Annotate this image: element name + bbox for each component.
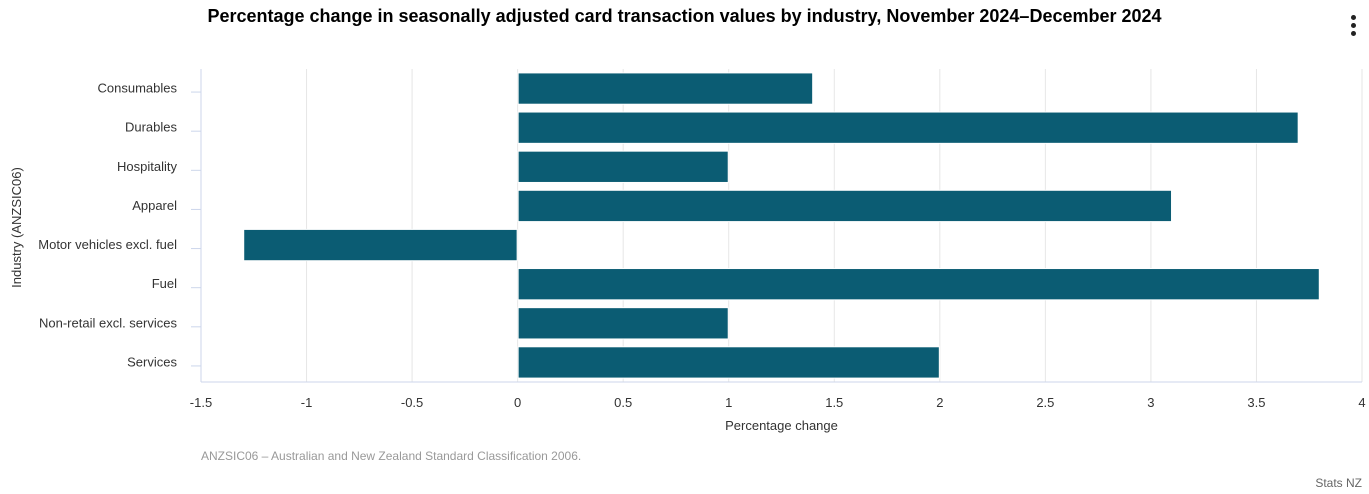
x-tick-label: 2: [936, 395, 943, 410]
y-tick-label: Motor vehicles excl. fuel: [38, 237, 177, 252]
x-tick-label: -0.5: [401, 395, 423, 410]
tick-labels: -1.5 -1 -0.5 0 0.5 1 1.5 2 2.5 3 3.5 4 Consumables Du…: [38, 81, 1365, 410]
y-tick-label: Hospitality: [117, 159, 177, 174]
x-tick-label: -1: [301, 395, 313, 410]
y-tick-label: Durables: [125, 120, 178, 135]
y-tick-label: Non-retail excl. services: [39, 315, 177, 330]
bar-non-retail-excl-services[interactable]: [517, 307, 729, 340]
bar-durables[interactable]: [517, 111, 1299, 144]
bar-fuel[interactable]: [517, 268, 1320, 301]
chart-credit[interactable]: Stats NZ: [1315, 476, 1362, 490]
axes: [191, 69, 1362, 383]
chart-menu-icon[interactable]: [1346, 12, 1362, 38]
bars: [243, 72, 1320, 379]
x-tick-label: 1.5: [825, 395, 843, 410]
bar-services[interactable]: [517, 346, 940, 379]
y-tick-label: Consumables: [98, 81, 178, 96]
y-axis-title: Industry (ANZSIC06): [9, 167, 24, 288]
x-tick-label: -1.5: [190, 395, 212, 410]
x-tick-label: 0: [514, 395, 521, 410]
bar-apparel[interactable]: [517, 189, 1173, 223]
x-tick-label: 4: [1358, 395, 1365, 410]
bar-motor-vehicles-excl-fuel[interactable]: [243, 228, 518, 262]
x-tick-label: 3: [1147, 395, 1154, 410]
x-axis-title: Percentage change: [725, 418, 838, 433]
y-tick-label: Services: [127, 354, 177, 369]
x-tick-label: 1: [725, 395, 732, 410]
chart-caption: ANZSIC06 – Australian and New Zealand St…: [201, 449, 582, 463]
x-tick-label: 0.5: [614, 395, 632, 410]
y-tick-label: Fuel: [152, 276, 177, 291]
bar-consumables[interactable]: [517, 72, 814, 105]
x-tick-label: 3.5: [1247, 395, 1265, 410]
x-tick-label: 2.5: [1036, 395, 1054, 410]
bar-hospitality[interactable]: [517, 150, 729, 183]
chart-title: Percentage change in seasonally adjusted…: [207, 6, 1162, 26]
y-tick-label: Apparel: [132, 198, 177, 213]
